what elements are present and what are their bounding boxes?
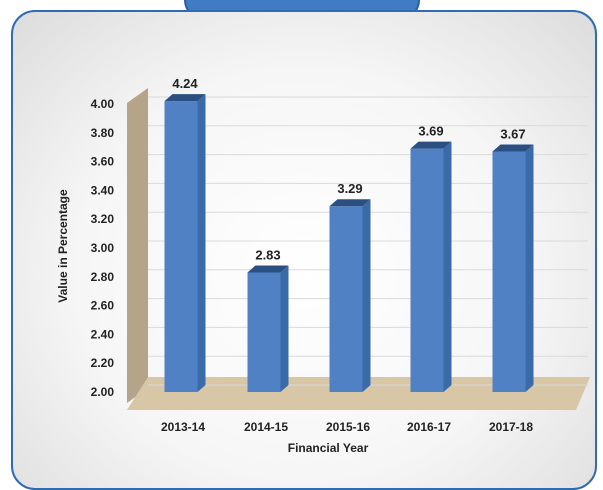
chart-back-wall bbox=[127, 88, 148, 403]
data-label: 3.69 bbox=[418, 124, 443, 139]
bar-side bbox=[443, 141, 452, 392]
bar: 3.67 bbox=[492, 127, 534, 392]
data-label: 3.67 bbox=[500, 127, 525, 142]
x-tick-label: 2013-14 bbox=[161, 420, 205, 434]
bar-side bbox=[362, 199, 371, 392]
x-tick-label: 2015-16 bbox=[326, 420, 370, 434]
bar-front bbox=[329, 206, 363, 392]
y-tick-label: 2.00 bbox=[91, 385, 115, 399]
x-tick-label: 2017-18 bbox=[489, 420, 533, 434]
y-axis-title: Value in Percentage bbox=[56, 189, 70, 303]
y-tick-labels: 2.00 2.20 2.40 2.60 2.80 3.00 3.20 3.40 3.60 3.80… bbox=[91, 97, 115, 399]
bar: 4.24 bbox=[164, 76, 206, 393]
y-tick-label: 3.80 bbox=[91, 126, 115, 140]
bar-side bbox=[525, 144, 534, 392]
y-tick-label: 2.40 bbox=[91, 327, 115, 341]
bar-top bbox=[164, 94, 206, 102]
x-axis-title: Financial Year bbox=[288, 441, 369, 455]
y-tick-label: 3.20 bbox=[91, 212, 115, 226]
bar: 3.69 bbox=[410, 124, 452, 392]
bar: 3.29 bbox=[329, 181, 371, 392]
x-tick-label: 2016-17 bbox=[407, 420, 451, 434]
y-tick-label: 2.60 bbox=[91, 299, 115, 313]
bar-front bbox=[247, 272, 281, 392]
bar-chart: 2.00 2.20 2.40 2.60 2.80 3.00 3.20 3.40 3.60 3.80… bbox=[56, 76, 590, 455]
y-tick-label: 2.20 bbox=[91, 356, 115, 370]
bar: 2.83 bbox=[247, 247, 289, 392]
y-tick-label: 3.60 bbox=[91, 155, 115, 169]
bars: 4.24 2.83 3.29 3.69 3.67 bbox=[164, 76, 534, 393]
bar-front bbox=[410, 148, 444, 392]
bar-top bbox=[492, 144, 534, 152]
y-tick-label: 3.40 bbox=[91, 183, 115, 197]
bar-side bbox=[280, 265, 289, 392]
data-label: 2.83 bbox=[255, 247, 280, 262]
data-label: 3.29 bbox=[337, 181, 362, 196]
bar-side bbox=[197, 94, 206, 393]
bar-top bbox=[329, 199, 371, 207]
bar-front bbox=[492, 151, 526, 392]
chart-stage: 2.00 2.20 2.40 2.60 2.80 3.00 3.20 3.40 3.60 3.80… bbox=[11, 0, 597, 490]
y-tick-label: 4.00 bbox=[91, 97, 115, 111]
bar-top bbox=[247, 265, 289, 273]
bar-front bbox=[164, 101, 198, 393]
x-tick-labels: 2013-14 2014-15 2015-16 2016-17 2017-18 bbox=[161, 420, 533, 434]
x-tick-label: 2014-15 bbox=[244, 420, 288, 434]
y-tick-label: 2.80 bbox=[91, 270, 115, 284]
data-label: 4.24 bbox=[172, 76, 198, 91]
bar-top bbox=[410, 141, 452, 149]
y-tick-label: 3.00 bbox=[91, 241, 115, 255]
